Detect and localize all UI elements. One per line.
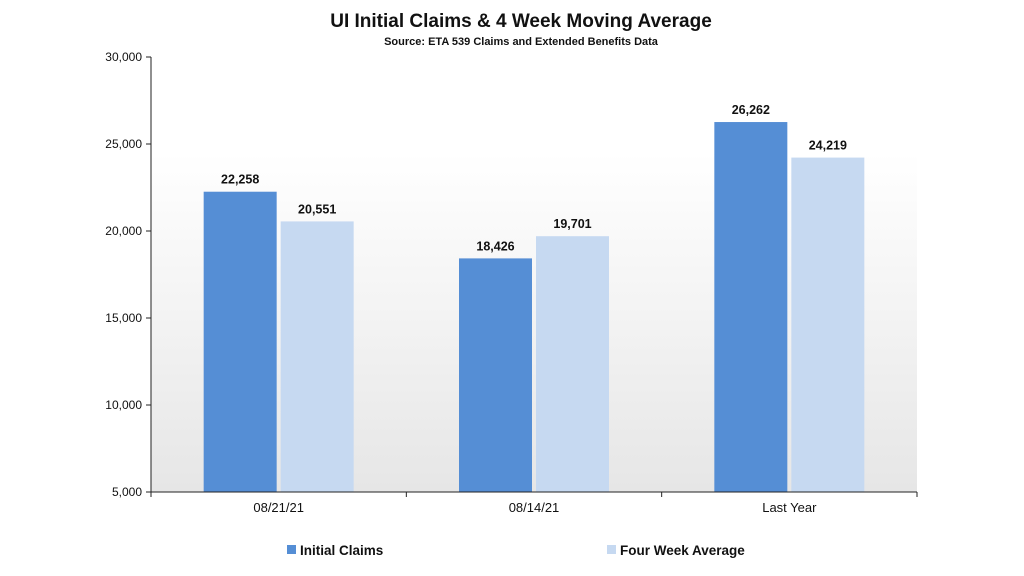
data-label: 26,262	[732, 103, 770, 117]
bar-four-week-average	[536, 236, 609, 492]
x-category-label: 08/14/21	[509, 500, 560, 515]
chart-title: UI Initial Claims & 4 Week Moving Averag…	[330, 11, 712, 32]
bar-four-week-average	[791, 157, 865, 492]
chart-subtitle: Source: ETA 539 Claims and Extended Bene…	[384, 36, 659, 48]
y-tick-label: 15,000	[105, 311, 142, 325]
legend-swatch	[287, 545, 296, 554]
bar-four-week-average	[280, 221, 354, 492]
y-tick-label: 10,000	[105, 398, 142, 412]
plot-area	[151, 57, 917, 492]
data-label: 19,701	[553, 217, 591, 231]
y-tick-label: 5,000	[112, 485, 142, 499]
legend-label: Initial Claims	[300, 543, 383, 558]
y-tick-label: 30,000	[105, 50, 142, 64]
bar-initial-claims	[714, 122, 788, 492]
legend-swatch	[607, 545, 616, 554]
legend-label: Four Week Average	[620, 543, 745, 558]
data-label: 24,219	[809, 139, 847, 153]
y-tick-label: 25,000	[105, 137, 142, 151]
y-tick-label: 20,000	[105, 224, 142, 238]
x-category-label: 08/21/21	[253, 500, 304, 515]
bar-initial-claims	[459, 258, 532, 492]
data-label: 22,258	[221, 173, 259, 187]
data-label: 20,551	[298, 202, 336, 216]
bar-initial-claims	[203, 191, 277, 492]
x-category-label: Last Year	[762, 500, 817, 515]
data-label: 18,426	[476, 239, 514, 253]
